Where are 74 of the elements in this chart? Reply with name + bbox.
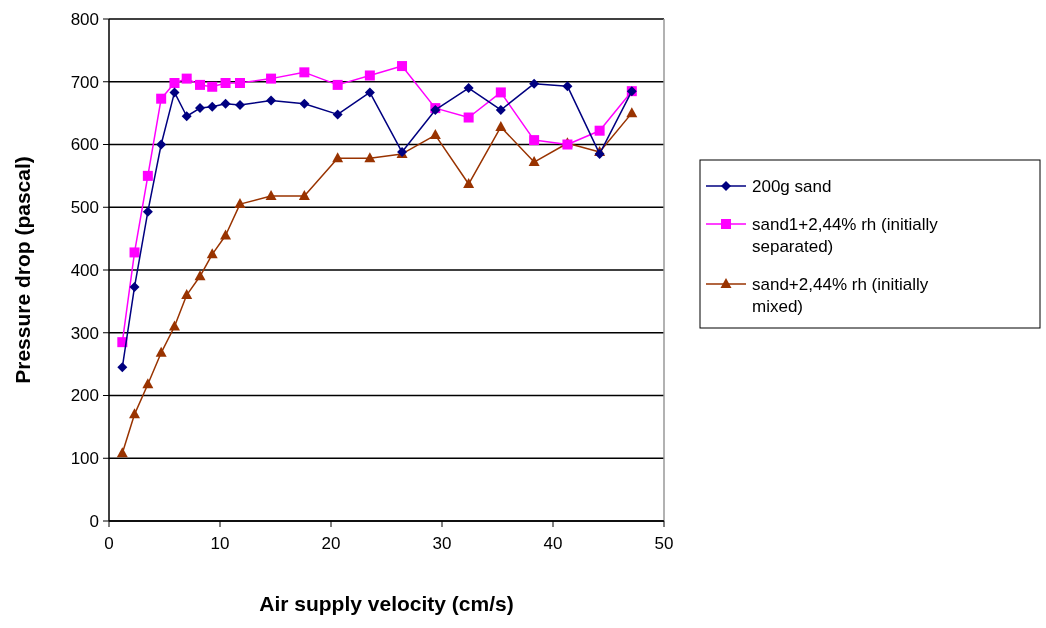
point	[397, 61, 408, 72]
point	[463, 112, 474, 123]
y-tick-label: 600	[70, 135, 99, 155]
point	[169, 87, 180, 98]
point	[234, 198, 246, 209]
point	[364, 87, 375, 98]
point	[266, 73, 277, 84]
y-tick-label: 400	[70, 260, 99, 280]
point	[364, 70, 375, 81]
point	[332, 109, 343, 120]
point	[220, 98, 231, 109]
point	[594, 125, 605, 136]
y-tick-label: 700	[70, 72, 99, 92]
x-tick-label: 30	[432, 534, 452, 553]
point	[463, 178, 475, 189]
point	[117, 362, 128, 373]
legend-label: sand+2,44% rh (initially mixed)	[752, 274, 929, 316]
point	[116, 447, 128, 458]
point	[234, 78, 245, 89]
point	[529, 135, 540, 146]
point	[207, 101, 218, 112]
x-tick-label: 20	[321, 534, 341, 553]
point	[298, 189, 310, 200]
point	[142, 206, 153, 217]
point	[195, 79, 206, 90]
point	[495, 104, 506, 115]
point	[129, 247, 140, 258]
point	[169, 78, 180, 89]
point	[195, 103, 206, 114]
point	[220, 78, 231, 89]
y-tick-label: 500	[70, 198, 99, 218]
point	[429, 129, 441, 140]
point	[265, 189, 277, 200]
legend-label: sand1+2,44% rh (initially separated)	[752, 214, 939, 256]
point	[142, 378, 154, 389]
point	[156, 93, 167, 104]
legend-label: 200g sand	[752, 176, 832, 196]
y-tick-label: 100	[70, 449, 99, 469]
point	[142, 170, 153, 181]
point	[194, 270, 206, 281]
point	[495, 120, 507, 131]
point	[299, 67, 310, 78]
point	[332, 152, 344, 163]
point	[207, 81, 218, 92]
point	[562, 81, 573, 92]
point	[155, 346, 167, 357]
point	[181, 73, 192, 84]
x-tick-label: 10	[210, 534, 230, 553]
point	[332, 79, 343, 90]
y-tick-label: 200	[70, 386, 99, 406]
point	[181, 111, 192, 122]
x-tick-label: 50	[654, 534, 674, 553]
point	[364, 152, 376, 163]
point	[299, 98, 310, 109]
y-tick-label: 300	[70, 323, 99, 343]
point	[529, 78, 540, 89]
point	[129, 281, 140, 292]
point	[234, 99, 245, 110]
point	[528, 156, 540, 167]
point	[168, 320, 180, 331]
x-axis-title: Air supply velocity (cm/s)	[259, 592, 514, 615]
point	[206, 248, 218, 259]
y-axis-title: Pressure drop (pascal)	[11, 156, 34, 384]
point	[463, 83, 474, 94]
y-tick-label: 0	[89, 511, 99, 531]
y-tick-label: 800	[70, 9, 99, 29]
point	[495, 87, 506, 98]
x-tick-label: 0	[104, 534, 114, 553]
point	[156, 139, 167, 150]
point	[266, 95, 277, 106]
point	[626, 107, 638, 118]
point	[181, 289, 193, 300]
x-tick-label: 40	[543, 534, 563, 553]
point	[129, 408, 141, 419]
